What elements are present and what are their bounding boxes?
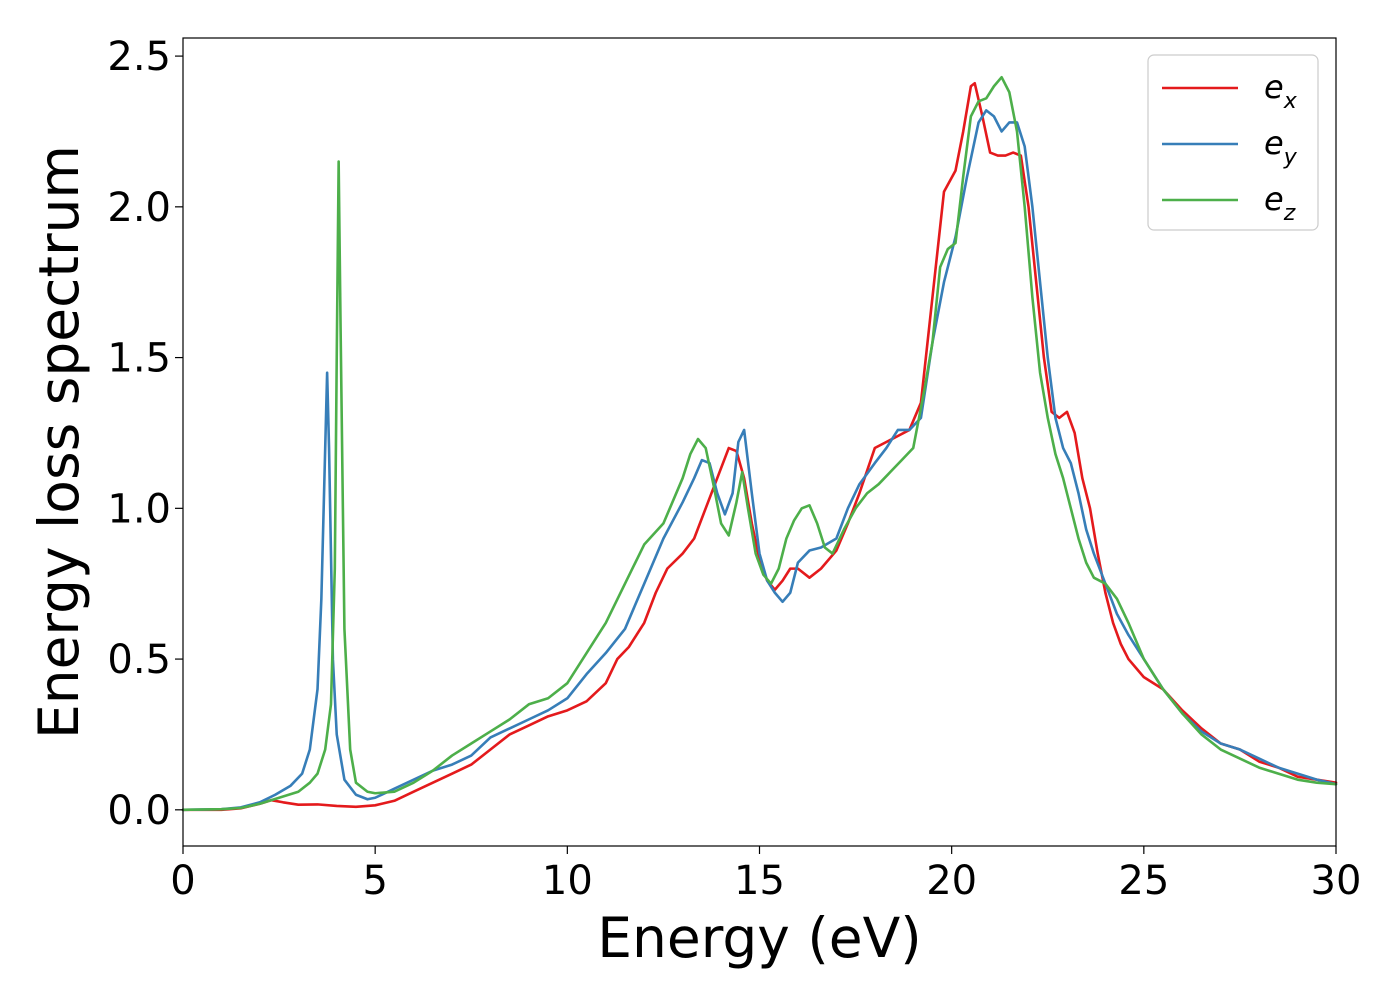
- x-tick-label: 20: [926, 858, 977, 904]
- legend-frame: [1147, 54, 1319, 231]
- x-tick-label: 15: [734, 858, 785, 904]
- series-line-e-x: [181, 81, 1338, 812]
- x-tick-label: 0: [170, 858, 195, 904]
- series-layer: [181, 75, 1338, 812]
- x-tick-label: 10: [542, 858, 593, 904]
- y-tick-label: 0.5: [107, 637, 171, 683]
- x-tick-label: 30: [1311, 858, 1362, 904]
- y-tick-label: 2.5: [107, 34, 171, 80]
- y-axis-label: Energy loss spectrum: [27, 145, 91, 739]
- legend: ex ey ez: [1147, 54, 1319, 231]
- legend-label-z: ez: [1264, 180, 1296, 226]
- y-tick-label: 1.5: [107, 336, 171, 382]
- x-axis: 0 5 10 15 20 25 30: [170, 846, 1361, 904]
- x-tick-label: 5: [362, 858, 387, 904]
- y-axis: 0.0 0.5 1.0 1.5 2.0 2.5: [107, 34, 183, 834]
- series-line-e-y: [181, 109, 1338, 812]
- x-tick-label: 25: [1118, 858, 1169, 904]
- y-tick-label: 2.0: [107, 185, 171, 231]
- x-axis-label: Energy (eV): [597, 906, 921, 970]
- y-tick-label: 0.0: [107, 788, 171, 834]
- legend-label-y: ey: [1264, 124, 1298, 170]
- y-tick-label: 1.0: [107, 486, 171, 532]
- series-line-e-z: [181, 75, 1338, 812]
- legend-label-x: ex: [1264, 68, 1298, 114]
